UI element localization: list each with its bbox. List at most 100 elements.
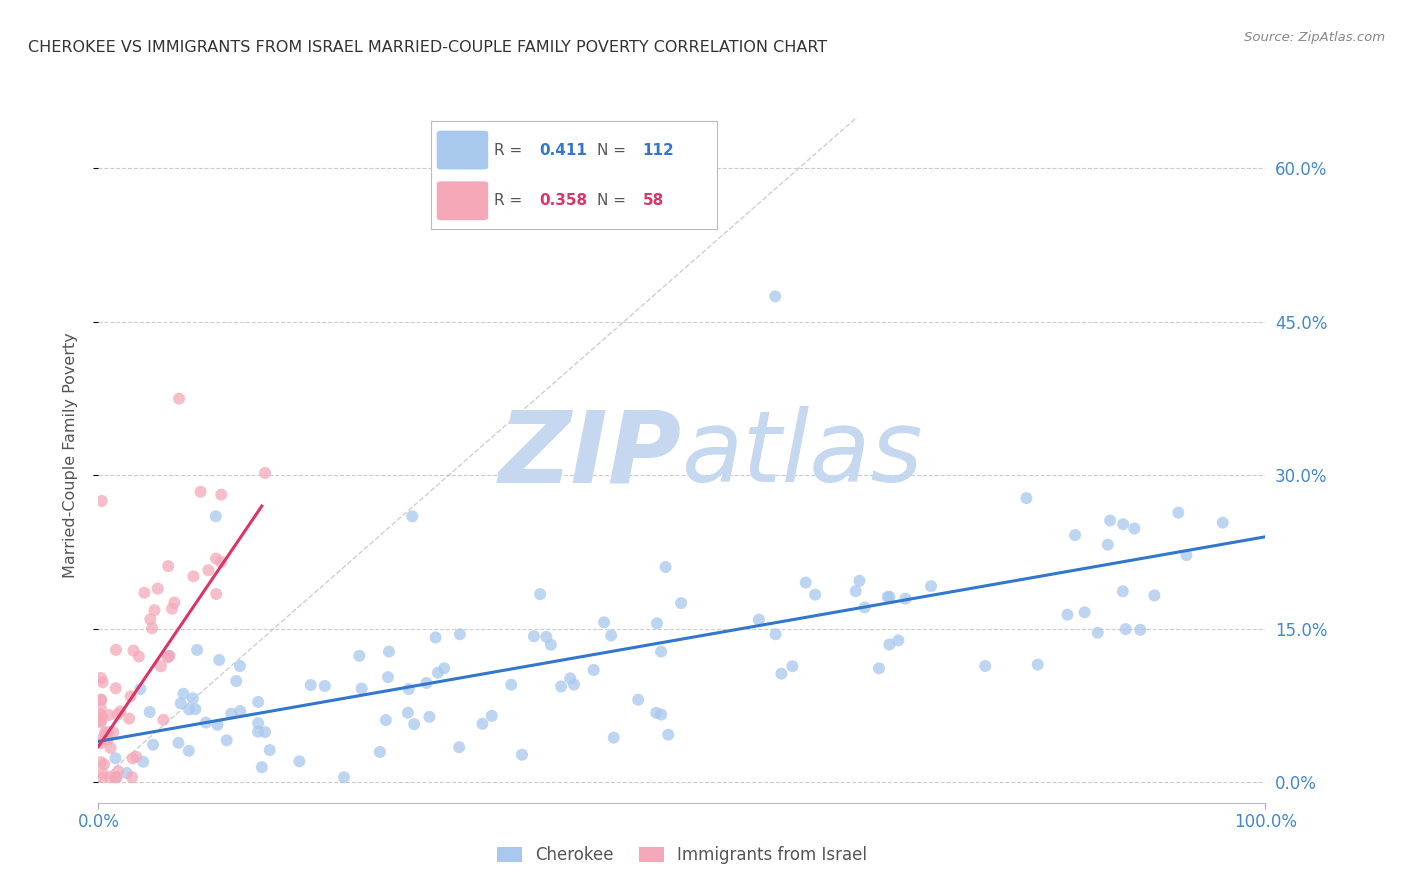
Text: CHEROKEE VS IMMIGRANTS FROM ISRAEL MARRIED-COUPLE FAMILY POVERTY CORRELATION CHA: CHEROKEE VS IMMIGRANTS FROM ISRAEL MARRI…	[28, 40, 827, 55]
Point	[143, 603, 166, 617]
Point	[496, 187, 519, 202]
Point	[1099, 513, 1122, 527]
Point	[887, 633, 910, 648]
Point	[104, 681, 127, 696]
Point	[205, 551, 228, 566]
Point	[105, 707, 128, 722]
Point	[349, 648, 371, 663]
Point	[894, 591, 917, 606]
Point	[128, 649, 150, 664]
Point	[299, 678, 322, 692]
Point	[879, 638, 901, 652]
Point	[974, 659, 997, 673]
Point	[152, 713, 174, 727]
Point	[868, 661, 890, 675]
Point	[134, 585, 156, 599]
Y-axis label: Married-Couple Family Poverty: Married-Couple Family Poverty	[63, 332, 77, 578]
Point	[91, 770, 114, 784]
Point	[540, 638, 562, 652]
Point	[1167, 506, 1189, 520]
Point	[105, 770, 128, 784]
Point	[920, 579, 942, 593]
Point	[650, 707, 672, 722]
Point	[1143, 589, 1166, 603]
Point	[184, 702, 207, 716]
Point	[1129, 623, 1152, 637]
Point	[107, 764, 129, 779]
Point	[536, 630, 558, 644]
Point	[247, 695, 270, 709]
Point	[90, 714, 112, 728]
Point	[377, 670, 399, 684]
Point	[225, 674, 247, 689]
Point	[481, 708, 503, 723]
Point	[415, 676, 437, 690]
Point	[748, 613, 770, 627]
Point	[121, 770, 143, 784]
Point	[170, 697, 193, 711]
Point	[804, 588, 827, 602]
Point	[247, 716, 270, 731]
Point	[215, 733, 238, 747]
Point	[253, 725, 276, 739]
Point	[157, 648, 180, 663]
Point	[562, 677, 585, 691]
Point	[259, 743, 281, 757]
Point	[523, 629, 546, 643]
Point	[105, 770, 128, 784]
Point	[209, 488, 232, 502]
Point	[177, 744, 200, 758]
Point	[449, 627, 471, 641]
Point	[120, 690, 142, 704]
Point	[132, 755, 155, 769]
Point	[125, 749, 148, 764]
Point	[167, 736, 190, 750]
Point	[194, 715, 217, 730]
Point	[1015, 491, 1038, 505]
Point	[853, 600, 876, 615]
Point	[879, 590, 901, 604]
Point	[669, 596, 692, 610]
Point	[186, 643, 208, 657]
Point	[181, 691, 204, 706]
Point	[122, 643, 145, 657]
Point	[90, 732, 112, 747]
Point	[93, 757, 115, 772]
Point	[204, 509, 226, 524]
Point	[105, 643, 128, 657]
Point	[146, 582, 169, 596]
Point	[374, 713, 396, 727]
Point	[529, 587, 551, 601]
Point	[1123, 521, 1146, 535]
Point	[118, 712, 141, 726]
Point	[219, 706, 242, 721]
Point	[418, 710, 440, 724]
Point	[1064, 528, 1087, 542]
Point	[172, 687, 194, 701]
Point	[602, 731, 624, 745]
Point	[90, 692, 112, 706]
Point	[163, 596, 186, 610]
Point	[1087, 625, 1109, 640]
Point	[90, 693, 112, 707]
Point	[115, 766, 138, 780]
Point	[645, 706, 668, 720]
Point	[94, 726, 117, 740]
Point	[141, 621, 163, 635]
Point	[1115, 622, 1137, 636]
Point	[560, 671, 582, 685]
Point	[97, 732, 120, 747]
Point	[582, 663, 605, 677]
Point	[433, 661, 456, 675]
Point	[314, 679, 336, 693]
Point	[103, 725, 125, 739]
Point	[401, 509, 423, 524]
Point	[229, 704, 252, 718]
Point	[654, 560, 676, 574]
Point	[167, 392, 190, 406]
Point	[157, 559, 180, 574]
Point	[139, 612, 162, 626]
Point	[90, 700, 112, 714]
Point	[129, 681, 152, 696]
Point	[149, 659, 172, 673]
